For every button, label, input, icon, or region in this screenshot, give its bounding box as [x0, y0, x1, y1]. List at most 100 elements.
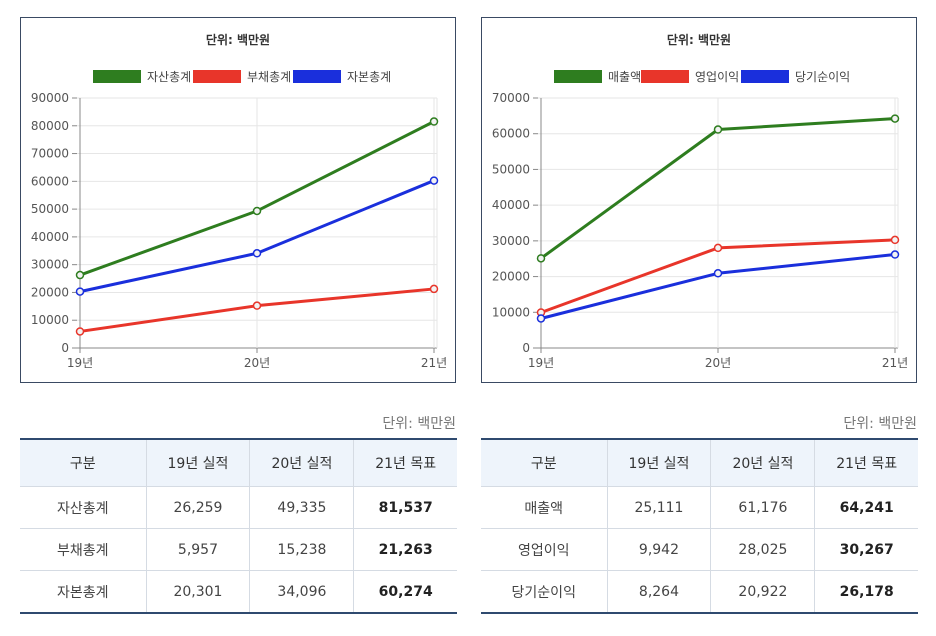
table-unit-note: 단위: 백만원 [382, 416, 456, 432]
cell-20: 49,335 [249, 486, 354, 529]
cell-19: 26,259 [145, 486, 250, 529]
cell-21-target: 26,178 [814, 570, 918, 614]
header-category: 구분 [530, 456, 557, 472]
y-tick-label: 60000 [31, 174, 69, 188]
cell-21-target: 21,263 [353, 528, 457, 571]
cell-21-target: 30,267 [814, 528, 918, 571]
header-19-actual: 19년 실적 [145, 439, 250, 487]
y-tick-label: 30000 [31, 258, 69, 272]
x-tick-label: 21년 [882, 356, 908, 370]
data-point [75, 287, 85, 296]
y-tick-label: 50000 [31, 202, 69, 216]
y-tick-label: 70000 [31, 147, 69, 161]
cell-20: 20,922 [710, 570, 815, 614]
header-category: 구분 [69, 456, 96, 472]
data-point [536, 314, 546, 323]
data-point [890, 250, 900, 259]
y-tick-label: 40000 [31, 230, 69, 244]
y-tick-label: 10000 [492, 305, 530, 319]
y-tick-label: 20000 [31, 285, 69, 299]
x-tick-label: 19년 [67, 356, 93, 370]
cell-20: 15,238 [249, 528, 354, 571]
data-point [75, 327, 85, 336]
header-19-actual: 19년 실적 [606, 439, 711, 487]
header-21-target: 21년 목표 [353, 439, 457, 487]
table-row: 부채총계 5,957 15,238 21,263 [20, 528, 457, 571]
data-point [252, 249, 262, 258]
y-tick-label: 60000 [492, 127, 530, 141]
legend-label-1: 매출액 [608, 70, 641, 84]
y-tick-label: 40000 [492, 198, 530, 212]
table-header-row: 구분 19년 실적 20년 실적 21년 목표 [481, 439, 918, 487]
y-tick-label: 20000 [492, 270, 530, 284]
x-tick-label: 19년 [528, 356, 554, 370]
data-point [536, 254, 546, 263]
y-tick-label: 50000 [492, 162, 530, 176]
data-point [429, 284, 439, 294]
table-row: 자산총계 26,259 49,335 81,537 [20, 486, 457, 529]
y-tick-label: 70000 [492, 91, 530, 105]
row-label: 자산총계 [20, 486, 146, 529]
legend-label-2: 부채총계 [247, 70, 291, 84]
legend-swatch-1 [554, 70, 602, 83]
data-point [713, 125, 723, 134]
cell-19: 20,301 [145, 570, 250, 614]
y-tick-label: 80000 [31, 119, 69, 133]
header-20-actual: 20년 실적 [710, 439, 815, 487]
chart-title: 단위: 백만원 [206, 32, 270, 47]
row-label: 당기순이익 [481, 570, 607, 614]
table-unit-note: 단위: 백만원 [843, 416, 917, 432]
data-point [252, 301, 262, 310]
legend-swatch-3 [741, 70, 789, 83]
header-21-target: 21년 목표 [814, 439, 918, 487]
table-row: 매출액 25,111 61,176 64,241 [481, 486, 918, 529]
legend-label-1: 자산총계 [147, 70, 191, 84]
cell-19: 8,264 [606, 570, 711, 614]
data-point [75, 270, 85, 280]
x-tick-label: 20년 [705, 356, 731, 370]
row-label: 매출액 [481, 486, 607, 529]
legend-label-2: 영업이익 [695, 70, 739, 84]
table-row: 당기순이익 8,264 20,922 26,178 [481, 570, 918, 614]
cell-20: 34,096 [249, 570, 354, 614]
legend-swatch-1 [93, 70, 141, 83]
chart-title: 단위: 백만원 [667, 32, 731, 47]
income-table: 구분 19년 실적 20년 실적 21년 목표 매출액 25,111 61,17… [481, 438, 918, 614]
cell-21-target: 81,537 [353, 486, 457, 529]
row-label: 자본총계 [20, 570, 146, 614]
data-point [252, 206, 262, 216]
cell-21-target: 64,241 [814, 486, 918, 529]
balance-sheet-table: 구분 19년 실적 20년 실적 21년 목표 자산총계 26,259 49,3… [20, 438, 457, 614]
data-point [429, 117, 439, 126]
y-tick-label: 10000 [31, 313, 69, 327]
data-point [713, 269, 723, 278]
row-label: 영업이익 [481, 528, 607, 571]
y-tick-label: 0 [61, 341, 69, 355]
y-tick-label: 0 [522, 341, 530, 355]
data-point [890, 235, 900, 245]
data-point [429, 176, 439, 185]
data-point [890, 114, 900, 123]
legend-swatch-3 [293, 70, 341, 83]
cell-19: 9,942 [606, 528, 711, 571]
x-tick-label: 20년 [244, 356, 270, 370]
x-tick-label: 21년 [421, 356, 447, 370]
cell-19: 25,111 [606, 486, 711, 529]
data-point [713, 243, 723, 253]
cell-19: 5,957 [145, 528, 250, 571]
table-header-row: 구분 19년 실적 20년 실적 21년 목표 [20, 439, 457, 487]
header-20-actual: 20년 실적 [249, 439, 354, 487]
cell-20: 28,025 [710, 528, 815, 571]
table-row: 자본총계 20,301 34,096 60,274 [20, 570, 457, 614]
legend-label-3: 자본총계 [347, 70, 391, 84]
y-tick-label: 90000 [31, 91, 69, 105]
y-tick-label: 30000 [492, 234, 530, 248]
cell-20: 61,176 [710, 486, 815, 529]
cell-21-target: 60,274 [353, 570, 457, 614]
row-label: 부채총계 [20, 528, 146, 571]
legend-label-3: 당기순이익 [795, 70, 850, 84]
